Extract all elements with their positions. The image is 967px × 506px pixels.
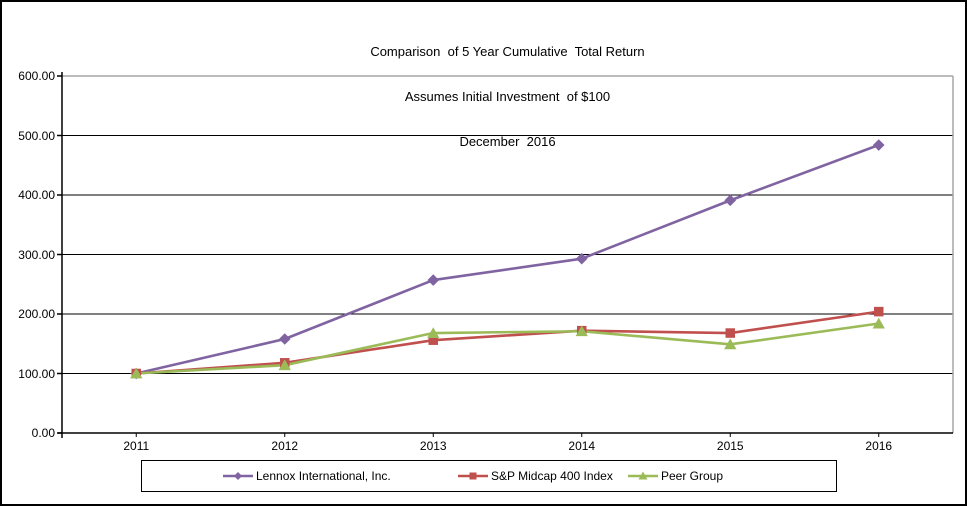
legend-item-sp-midcap: S&P Midcap 400 Index — [458, 461, 613, 491]
y-axis-tick-label: 0.00 — [31, 426, 55, 440]
y-axis-tick-label: 100.00 — [18, 366, 55, 381]
legend-label-peer-group: Peer Group — [661, 469, 724, 483]
legend-label-sp-midcap: S&P Midcap 400 Index — [491, 469, 613, 483]
y-axis-labels: 0.00 100.00 200.00 300.00 400.00 500.00 600.00 — [2, 2, 55, 504]
chart-title: Comparison of 5 Year Cumulative Total Re… — [62, 14, 953, 179]
y-axis-tick-label: 400.00 — [18, 188, 55, 202]
y-axis-tick-label: 500.00 — [18, 128, 55, 143]
legend: Lennox International, Inc. S&P Midcap 40… — [141, 460, 837, 492]
legend-item-lennox: Lennox International, Inc. — [223, 461, 391, 491]
y-axis-tick-label: 600.00 — [18, 69, 55, 83]
y-axis-tick-label: 200.00 — [18, 307, 55, 321]
legend-label-lennox: Lennox International, Inc. — [256, 469, 391, 483]
legend-item-peer-group: Peer Group — [628, 461, 723, 491]
x-axis-tick-label: 2011 — [123, 439, 150, 453]
lennox-series-marker-icon — [223, 470, 253, 482]
x-axis-tick-label: 2014 — [568, 439, 596, 453]
x-axis-tick-label: 2012 — [271, 439, 299, 453]
x-axis-tick-label: 2013 — [419, 439, 447, 453]
chart-title-line-1: Comparison of 5 Year Cumulative Total Re… — [370, 44, 645, 59]
chart-title-line-2: Assumes Initial Investment of $100 — [404, 89, 611, 104]
peer-group-series-marker-icon — [628, 470, 658, 482]
y-axis-tick-label: 300.00 — [18, 247, 55, 262]
x-axis-tick-label: 2015 — [716, 439, 744, 453]
chart-title-line-3: December 2016 — [459, 134, 556, 149]
x-axis-tick-label: 2016 — [865, 439, 893, 453]
sp-midcap-series-marker-icon — [458, 470, 488, 482]
